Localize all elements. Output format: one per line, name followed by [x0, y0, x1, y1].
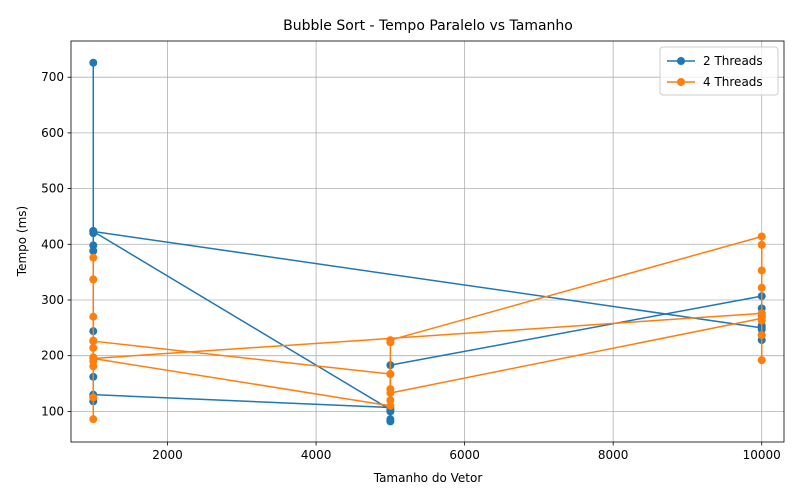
data-point-2-threads [386, 417, 395, 426]
data-point-4-threads [757, 266, 766, 275]
y-tick-label: 100 [41, 404, 64, 418]
legend-label-2-threads: 2 Threads [703, 54, 763, 68]
data-point-4-threads [89, 275, 98, 284]
data-point-4-threads [89, 253, 98, 262]
data-point-4-threads [386, 338, 395, 347]
data-point-4-threads [386, 385, 395, 394]
x-axis-label: Tamanho do Vetor [373, 471, 483, 485]
data-point-4-threads [757, 316, 766, 325]
legend: 2 Threads 4 Threads [659, 46, 779, 96]
data-point-4-threads [386, 370, 395, 379]
data-point-4-threads [386, 401, 395, 410]
data-point-4-threads [757, 331, 766, 340]
series-line-2-threads [92, 62, 763, 423]
legend-marker-4-threads [677, 78, 685, 86]
data-point-4-threads [757, 232, 766, 241]
y-tick-label: 500 [41, 182, 64, 196]
y-tick-label: 700 [41, 70, 64, 84]
x-tick-label: 6000 [449, 448, 480, 462]
legend-marker-2-threads [677, 57, 685, 65]
y-tick-label: 200 [41, 349, 64, 363]
data-point-4-threads [757, 283, 766, 292]
x-tick-label: 2000 [152, 448, 183, 462]
data-point-4-threads [757, 240, 766, 249]
series-layer [89, 58, 766, 426]
y-axis-ticks: 100 200 300 400 500 600 700 [41, 70, 71, 418]
data-point-4-threads [89, 337, 98, 346]
y-tick-label: 600 [41, 126, 64, 140]
x-tick-label: 8000 [598, 448, 629, 462]
data-point-4-threads [386, 396, 395, 405]
legend-label-4-threads: 4 Threads [703, 75, 763, 89]
data-point-4-threads [89, 354, 98, 363]
x-tick-label: 4000 [301, 448, 332, 462]
data-point-4-threads [89, 312, 98, 321]
y-tick-label: 400 [41, 237, 64, 251]
y-tick-label: 300 [41, 293, 64, 307]
series-line-4-threads [92, 235, 763, 420]
x-tick-label: 10000 [743, 448, 781, 462]
chart-title: Bubble Sort - Tempo Paralelo vs Tamanho [283, 18, 573, 34]
data-point-4-threads [757, 309, 766, 318]
data-point-4-threads [89, 393, 98, 402]
data-point-4-threads [757, 356, 766, 365]
data-point-2-threads [89, 246, 98, 255]
data-point-2-threads [89, 227, 98, 236]
data-point-2-threads [89, 241, 98, 250]
grid-lines [71, 41, 784, 442]
y-axis-label: Tempo (ms) [15, 206, 29, 277]
legend-box [659, 46, 779, 96]
plot-frame [70, 40, 785, 443]
data-point-4-threads [89, 343, 98, 352]
data-point-4-threads [89, 415, 98, 424]
data-point-2-threads [89, 58, 98, 67]
x-axis-ticks: 2000 4000 6000 8000 10000 [152, 442, 781, 462]
